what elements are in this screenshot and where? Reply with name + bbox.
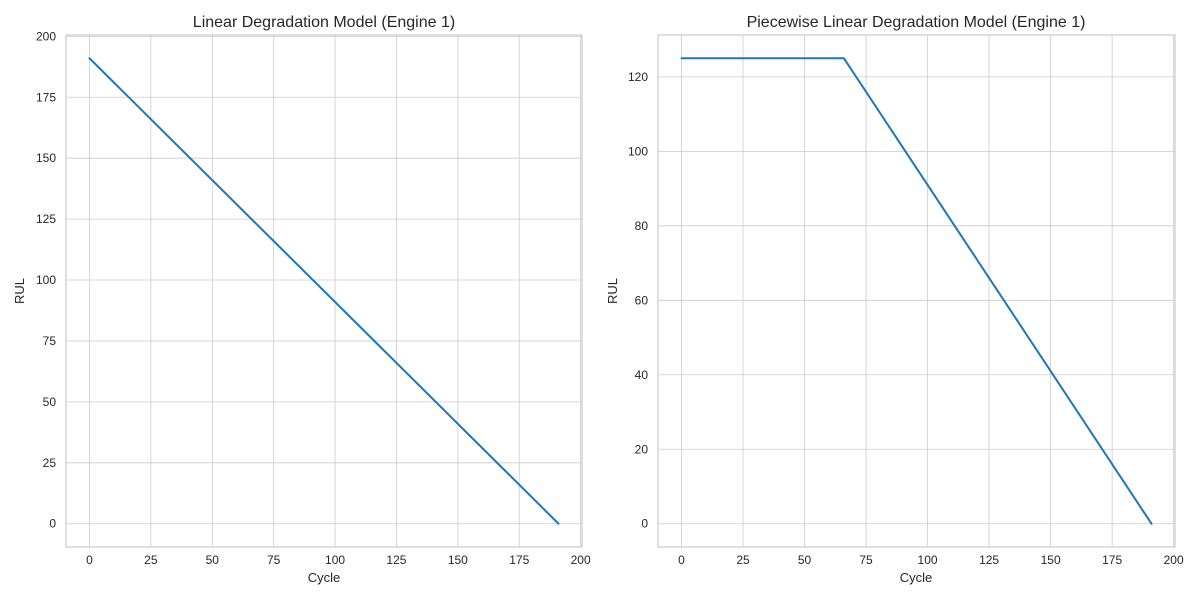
x-axis-label: Cycle [308,570,341,585]
y-tick-label: 75 [43,334,57,348]
x-tick-label: 125 [979,553,999,567]
x-tick-label: 100 [918,553,938,567]
y-tick-label: 0 [49,517,56,531]
x-tick-label: 150 [448,553,468,567]
plot-frame [65,34,583,548]
y-tick-label: 100 [36,273,56,287]
rul-series-line [88,57,560,525]
x-tick-label: 0 [678,553,685,567]
plot-area: 0 25 50 75 100 125 150 175 200 0 25 50 75 100 125 150 17… [36,29,591,567]
x-tick-label: 200 [1164,553,1184,567]
x-tick-label: 200 [571,553,591,567]
y-tick-label: 60 [635,293,649,307]
y-tick-label: 20 [635,442,649,456]
y-tick-label: 80 [635,219,649,233]
y-tick-label: 50 [43,395,57,409]
y-tick-label: 125 [36,212,56,226]
x-tick-label: 100 [325,553,345,567]
x-tick-label: 75 [859,553,873,567]
x-tick-label: 0 [86,553,93,567]
chart-title: Linear Degradation Model (Engine 1) [193,14,455,31]
left-chart: 0 25 50 75 100 125 150 175 200 0 25 50 75 100 125 150 17… [12,14,591,585]
x-axis-label: Cycle [900,570,933,585]
plot-area: 0 25 50 75 100 125 150 175 200 0 20 40 60 80 100 120 [628,34,1184,567]
rul-series-line [680,57,1153,525]
x-tick-label: 125 [386,553,406,567]
x-tick-label: 75 [267,553,281,567]
x-tick-label: 175 [509,553,529,567]
y-tick-label: 0 [641,517,648,531]
y-tick-label: 25 [43,456,57,470]
y-axis-label: RUL [605,278,620,304]
right-chart: 0 25 50 75 100 125 150 175 200 0 20 40 60 80 100 120 Pi… [605,14,1184,585]
plot-frame [657,34,1176,548]
y-axis-label: RUL [12,278,27,304]
y-tick-label: 175 [36,90,56,104]
x-tick-label: 150 [1041,553,1061,567]
y-tick-label: 120 [628,70,648,84]
x-tick-label: 25 [736,553,750,567]
y-tick-label: 150 [36,151,56,165]
chart-title: Piecewise Linear Degradation Model (Engi… [747,14,1086,31]
y-tick-label: 200 [36,29,56,43]
x-tick-label: 50 [206,553,220,567]
y-tick-label: 40 [635,368,649,382]
x-tick-label: 50 [798,553,812,567]
x-tick-label: 175 [1102,553,1122,567]
x-tick-label: 25 [144,553,158,567]
y-tick-label: 100 [628,144,648,158]
